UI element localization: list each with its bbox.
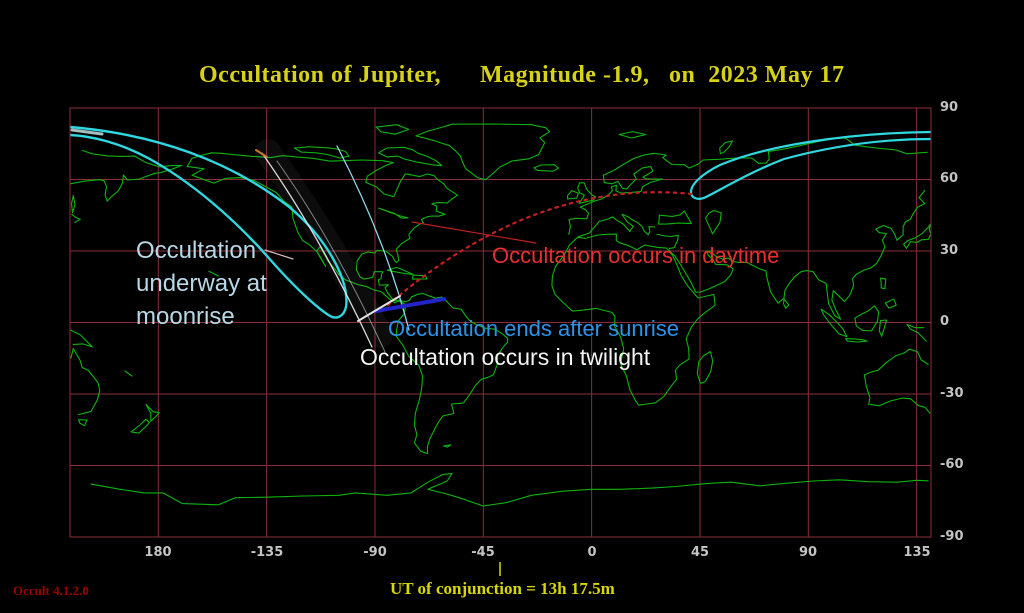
app-version-label: Occult 4.1.2.0 bbox=[13, 583, 89, 598]
coast-antarctica bbox=[90, 472, 929, 507]
occultation-curves bbox=[70, 125, 931, 353]
coast-sakhalin bbox=[71, 194, 76, 214]
coast-baffin bbox=[378, 146, 443, 167]
coast-baltic_scandinavia bbox=[603, 165, 664, 190]
coast-south_europe bbox=[577, 213, 656, 238]
coast-greenland bbox=[415, 123, 551, 181]
lon-axis-label-0: 0 bbox=[587, 545, 597, 560]
lat-axis-label--30: -30 bbox=[940, 386, 964, 401]
conjunction-time-label: UT of conjunction = 13h 17.5m bbox=[390, 579, 615, 598]
lon-axis-label-180: 180 bbox=[144, 545, 172, 560]
map-border bbox=[69, 107, 932, 538]
coast-nz_south bbox=[130, 418, 151, 434]
lon-axis-label-135: 135 bbox=[903, 545, 931, 560]
coast-tasmania bbox=[78, 419, 88, 427]
coast-new_guinea bbox=[906, 323, 925, 329]
coast-falklands bbox=[443, 444, 452, 448]
coast-africa bbox=[551, 233, 716, 406]
coast-new_guinea bbox=[70, 329, 93, 348]
coast-luzon bbox=[879, 277, 887, 290]
coast-asia_main bbox=[707, 189, 926, 320]
coast-new_caledonia bbox=[124, 370, 133, 377]
coast-sri_lanka bbox=[782, 298, 790, 309]
coast-hokkaido bbox=[71, 213, 81, 223]
coast-cuba bbox=[386, 266, 414, 275]
coast-caspian bbox=[704, 209, 722, 235]
coast-sulawesi bbox=[878, 319, 888, 337]
coast-ireland bbox=[567, 190, 579, 200]
lat-axis-label--60: -60 bbox=[940, 457, 964, 472]
coast-iceland bbox=[533, 164, 559, 172]
annotation-sunrise: Occultation ends after sunrise bbox=[388, 316, 680, 341]
coast-madagascar bbox=[696, 351, 714, 384]
lon-axis-label-45: 45 bbox=[690, 545, 710, 560]
coast-victoria bbox=[293, 146, 350, 159]
sunrise-start-tick bbox=[255, 149, 268, 158]
coast-mindanao bbox=[884, 298, 897, 309]
annotation-daytime: Occultation occurs in daytime bbox=[492, 243, 780, 268]
coast-sumatra bbox=[820, 308, 848, 338]
coast-hispaniola bbox=[411, 274, 428, 280]
coast-svalbard bbox=[618, 131, 647, 139]
twilight-line-2 bbox=[276, 160, 386, 353]
coast-australia bbox=[70, 347, 101, 416]
coast-australia bbox=[863, 374, 931, 414]
coast-levant bbox=[656, 233, 679, 249]
page-title: Occultation of Jupiter, Magnitude -1.9, … bbox=[199, 62, 845, 88]
coast-ellesmere bbox=[375, 124, 410, 135]
coast-americas bbox=[186, 152, 509, 455]
annotation-twilight: Occultation occurs in twilight bbox=[360, 344, 651, 370]
coast-uk bbox=[577, 182, 597, 204]
coast-borneo bbox=[854, 305, 880, 332]
coast-scandinavia bbox=[602, 152, 699, 184]
lon-axis-label--45: -45 bbox=[471, 545, 495, 560]
lat-axis-label-0: 0 bbox=[940, 314, 950, 329]
coast-turkey_black_sea bbox=[658, 210, 693, 225]
coast-great_lakes bbox=[378, 207, 409, 219]
coast-nz_north bbox=[145, 403, 160, 422]
moonrise-leader bbox=[264, 249, 294, 260]
daytime-leader bbox=[411, 221, 537, 244]
moonrise-limit-loop-west bbox=[70, 125, 348, 319]
lon-axis-label--90: -90 bbox=[363, 545, 387, 560]
coast-new_guinea bbox=[906, 323, 927, 342]
lat-axis-label-60: 60 bbox=[940, 171, 959, 186]
loop-start-highlight bbox=[70, 128, 104, 136]
lat-axis-label--90: -90 bbox=[940, 529, 964, 544]
lon-axis-label--135: -135 bbox=[250, 545, 284, 560]
annotation-moonrise: Occultation underway at moonrise bbox=[136, 237, 267, 330]
daytime-dotted-limit bbox=[386, 191, 694, 307]
occultation-path-segment bbox=[374, 297, 446, 313]
coastlines bbox=[70, 123, 931, 507]
coast-asia_main bbox=[70, 149, 183, 202]
conjunction-cross-tick bbox=[357, 295, 401, 322]
coast-arabia bbox=[669, 250, 734, 293]
lon-axis-label-90: 90 bbox=[798, 545, 818, 560]
coast-hawaii bbox=[208, 270, 220, 277]
twilight-band bbox=[255, 139, 393, 348]
lat-axis-label-30: 30 bbox=[940, 243, 959, 258]
moonrise-limit-loop-east bbox=[689, 130, 931, 200]
coast-novaya_zemlya bbox=[719, 140, 734, 155]
coast-australia bbox=[863, 348, 929, 376]
coast-honshu bbox=[903, 223, 931, 249]
coast-europe_atlantic bbox=[568, 178, 664, 235]
coast-java bbox=[845, 338, 868, 343]
lat-axis-label-90: 90 bbox=[940, 100, 959, 115]
